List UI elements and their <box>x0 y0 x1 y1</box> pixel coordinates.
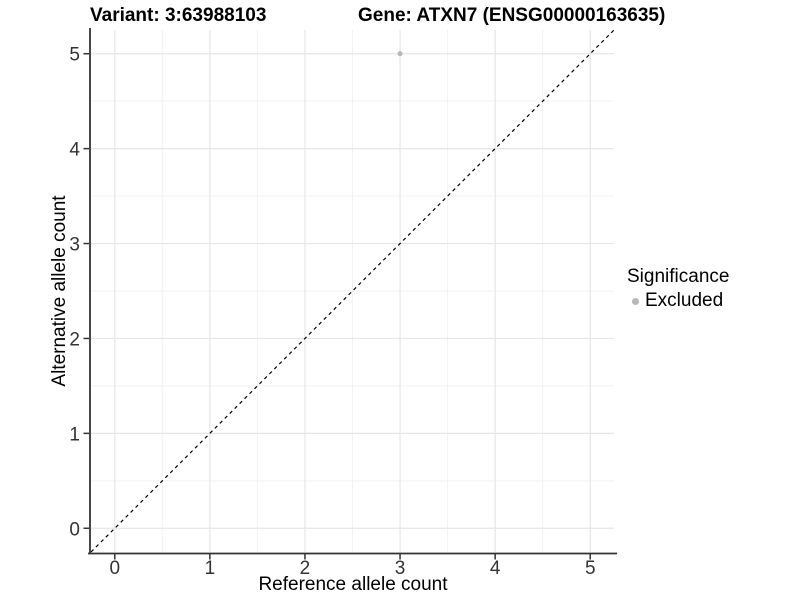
x-tick-label: 0 <box>109 558 120 579</box>
axis-tick-marks <box>83 52 591 560</box>
plot-title-gene: Gene: ATXN7 (ENSG00000163635) <box>358 5 666 26</box>
x-tick-label: 5 <box>585 558 596 579</box>
x-tick-label: 2 <box>300 558 311 579</box>
y-tick-label: 0 <box>69 519 80 540</box>
y-axis-title: Alternative allele count <box>49 195 70 387</box>
y-tick-label: 1 <box>69 424 80 445</box>
x-tick-label: 1 <box>205 558 216 579</box>
x-tick-label: 3 <box>395 558 406 579</box>
y-tick-label: 2 <box>69 329 80 350</box>
legend: Significance Excluded <box>627 265 729 312</box>
plot-title-variant: Variant: 3:63988103 <box>90 5 267 26</box>
grid-major-lines <box>91 30 614 552</box>
y-tick-label: 3 <box>69 235 80 256</box>
y-tick-label: 4 <box>69 140 80 161</box>
legend-key-dot-icon <box>632 297 639 305</box>
axis-tick-labels: 0 1 2 3 4 5 0 1 2 3 4 5 <box>69 45 595 579</box>
legend-items: Excluded <box>627 290 729 312</box>
data-points <box>397 51 403 57</box>
data-point-excluded <box>397 51 403 57</box>
legend-item-label: Excluded <box>645 290 724 311</box>
legend-item: Excluded <box>627 290 729 312</box>
grid-minor-lines <box>91 30 614 552</box>
legend-title: Significance <box>627 266 730 287</box>
x-axis-title: Reference allele count <box>258 574 448 595</box>
axis-lines <box>88 28 617 555</box>
y-tick-label: 5 <box>69 45 80 66</box>
x-tick-label: 4 <box>490 558 501 579</box>
